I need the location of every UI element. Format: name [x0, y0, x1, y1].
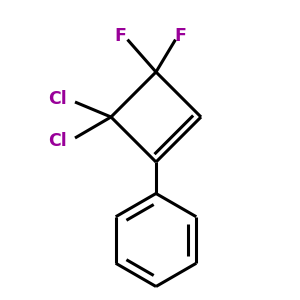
Text: Cl: Cl: [48, 90, 67, 108]
Text: F: F: [174, 27, 186, 45]
Text: F: F: [114, 27, 126, 45]
Text: Cl: Cl: [48, 132, 67, 150]
